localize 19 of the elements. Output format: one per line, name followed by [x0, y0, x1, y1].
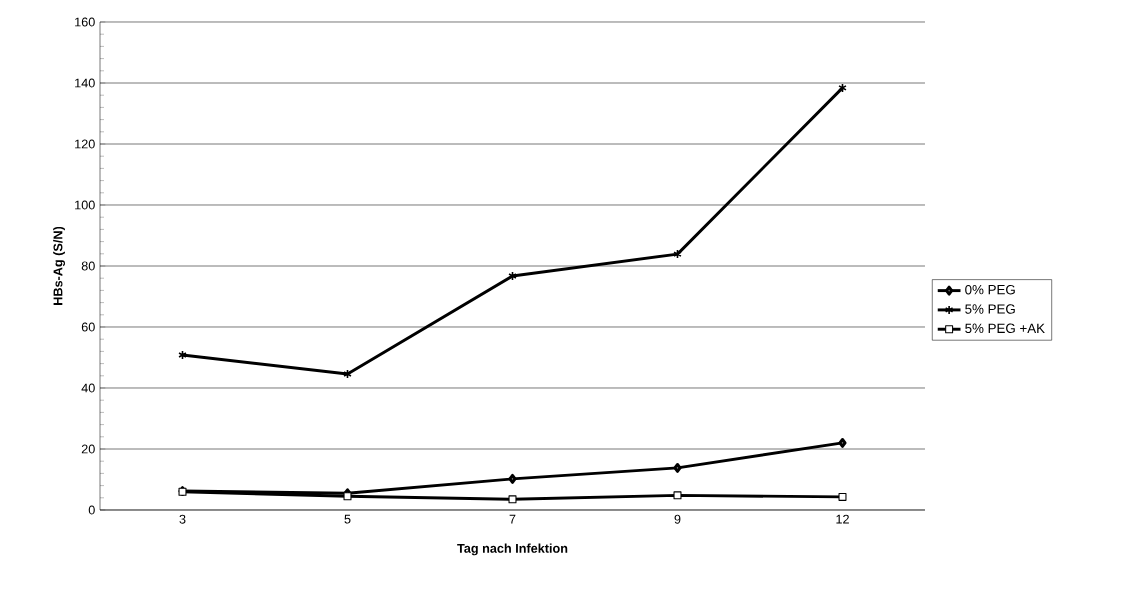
y-tick-label: 60: [81, 322, 95, 332]
x-tick-label: 3: [179, 514, 186, 524]
y-tick-label: 80: [81, 261, 95, 271]
y-tick-label: 20: [81, 444, 95, 454]
x-tick-label: 12: [836, 514, 849, 524]
y-axis-title: HBs-Ag (S/N): [53, 226, 65, 305]
y-tick-label: 120: [75, 139, 95, 149]
y-tick-label: 40: [81, 383, 95, 393]
y-tick-label: 140: [75, 78, 95, 88]
legend-label: 5% PEG +AK: [965, 323, 1045, 334]
y-tick-label: 160: [75, 17, 95, 27]
x-tick-label: 5: [344, 514, 351, 524]
y-tick-label: 100: [75, 200, 95, 210]
x-tick-label: 9: [674, 514, 681, 524]
y-tick-label: 0: [88, 505, 95, 515]
legend-label: 0% PEG: [965, 284, 1015, 295]
legend-label: 5% PEG: [965, 304, 1015, 314]
x-axis-title: Tag nach Infektion: [457, 543, 568, 556]
x-tick-label: 7: [509, 514, 516, 524]
